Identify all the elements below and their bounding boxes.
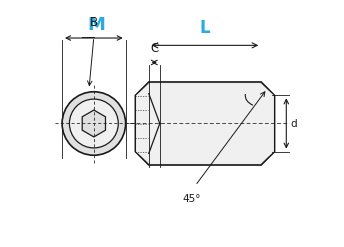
- Text: B: B: [90, 17, 98, 29]
- Text: 45°: 45°: [182, 194, 201, 204]
- Text: C: C: [150, 42, 159, 55]
- Text: d: d: [291, 119, 297, 128]
- Circle shape: [69, 99, 118, 148]
- Polygon shape: [82, 110, 106, 137]
- Text: L: L: [200, 19, 210, 37]
- Circle shape: [62, 92, 126, 155]
- Polygon shape: [136, 82, 275, 165]
- Polygon shape: [136, 83, 274, 164]
- Text: M: M: [87, 16, 105, 34]
